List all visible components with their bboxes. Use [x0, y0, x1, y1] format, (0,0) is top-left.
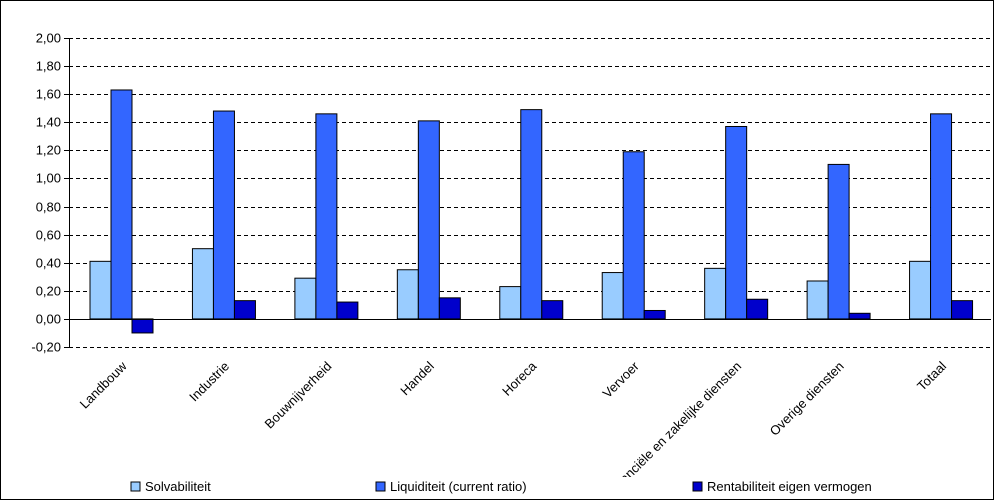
y-tick-label: 0,80 — [36, 200, 61, 215]
bar-liquiditeit-current-ratio-industrie — [212, 110, 235, 320]
x-tick-label: Horeca — [499, 358, 540, 399]
bar-liquiditeit-current-ratio-financiele-en-zakelijke-diensten — [725, 125, 748, 320]
bar-rentabiliteit-eigen-vermogen-handel — [438, 297, 461, 320]
y-tick-label: 1,80 — [36, 59, 61, 74]
bar-rentabiliteit-eigen-vermogen-industrie — [233, 300, 256, 320]
bar-solvabiliteit-landbouw — [89, 260, 112, 320]
bar-solvabiliteit-handel — [396, 269, 419, 320]
bar-solvabiliteit-vervoer — [601, 272, 624, 320]
bar-rentabiliteit-eigen-vermogen-horeca — [541, 300, 564, 320]
legend-label-solvabiliteit: Solvabiliteit — [145, 479, 211, 494]
y-tick-label: 1,20 — [36, 143, 61, 158]
bar-liquiditeit-current-ratio-handel — [417, 120, 440, 320]
legend-background — [1, 477, 993, 499]
x-tick-label: Bouwnijverheid — [262, 359, 335, 432]
bar-liquiditeit-current-ratio-horeca — [520, 109, 543, 320]
x-tick-label: Handel — [397, 358, 437, 398]
y-tick-label: 2,00 — [36, 31, 61, 46]
bar-liquiditeit-current-ratio-totaal — [930, 113, 953, 320]
legend-swatch-liquiditeit-current-ratio — [375, 481, 386, 492]
bar-rentabiliteit-eigen-vermogen-overige-diensten — [848, 312, 871, 320]
x-tick-label: Vervoer — [600, 358, 643, 401]
y-tick-label: 1,00 — [36, 171, 61, 186]
y-tick-label: 1,40 — [36, 115, 61, 130]
bar-solvabiliteit-horeca — [499, 286, 522, 320]
y-tick-label: 0,20 — [36, 284, 61, 299]
y-tick-label: 1,60 — [36, 87, 61, 102]
legend: Solvabiliteit Liquiditeit (current ratio)… — [1, 477, 993, 499]
legend-swatch-rentabiliteit-eigen-vermogen — [692, 481, 703, 492]
bar-solvabiliteit-financiele-en-zakelijke-diensten — [704, 267, 727, 320]
bar-solvabiliteit-industrie — [191, 248, 214, 320]
bar-liquiditeit-current-ratio-overige-diensten — [827, 163, 850, 320]
bars — [89, 89, 974, 334]
y-tick-label: 0,40 — [36, 256, 61, 271]
x-tick-label: Totaal — [914, 358, 949, 393]
bar-rentabiliteit-eigen-vermogen-bouwnijverheid — [336, 301, 359, 320]
x-tick-label: Landbouw — [77, 358, 130, 411]
y-axis: -0,20 0,00 0,20 0,40 0,60 0,80 1,00 1,20 1,40 1,6… — [31, 31, 70, 355]
x-tick-label: Overige diensten — [767, 359, 847, 439]
bar-rentabiliteit-eigen-vermogen-totaal — [951, 300, 974, 320]
bar-liquiditeit-current-ratio-bouwnijverheid — [315, 113, 338, 320]
bar-rentabiliteit-eigen-vermogen-vervoer — [643, 309, 666, 320]
legend-swatch-solvabiliteit — [130, 481, 141, 492]
bar-liquiditeit-current-ratio-landbouw — [110, 89, 133, 320]
y-tick-label: 0,60 — [36, 228, 61, 243]
bar-rentabiliteit-eigen-vermogen-landbouw — [131, 318, 154, 334]
bar-liquiditeit-current-ratio-vervoer — [622, 151, 645, 320]
legend-label-liquiditeit-current-ratio: Liquiditeit (current ratio) — [390, 479, 527, 494]
bar-solvabiliteit-overige-diensten — [806, 280, 829, 320]
y-tick-label: 0,00 — [36, 312, 61, 327]
x-tick-label: Industrie — [186, 359, 232, 405]
bar-solvabiliteit-bouwnijverheid — [294, 277, 317, 320]
bar-rentabiliteit-eigen-vermogen-financiele-en-zakelijke-diensten — [746, 298, 769, 320]
y-tick-label: -0,20 — [31, 340, 61, 355]
legend-label-rentabiliteit-eigen-vermogen: Rentabiliteit eigen vermogen — [707, 479, 872, 494]
bar-solvabiliteit-totaal — [909, 260, 932, 320]
